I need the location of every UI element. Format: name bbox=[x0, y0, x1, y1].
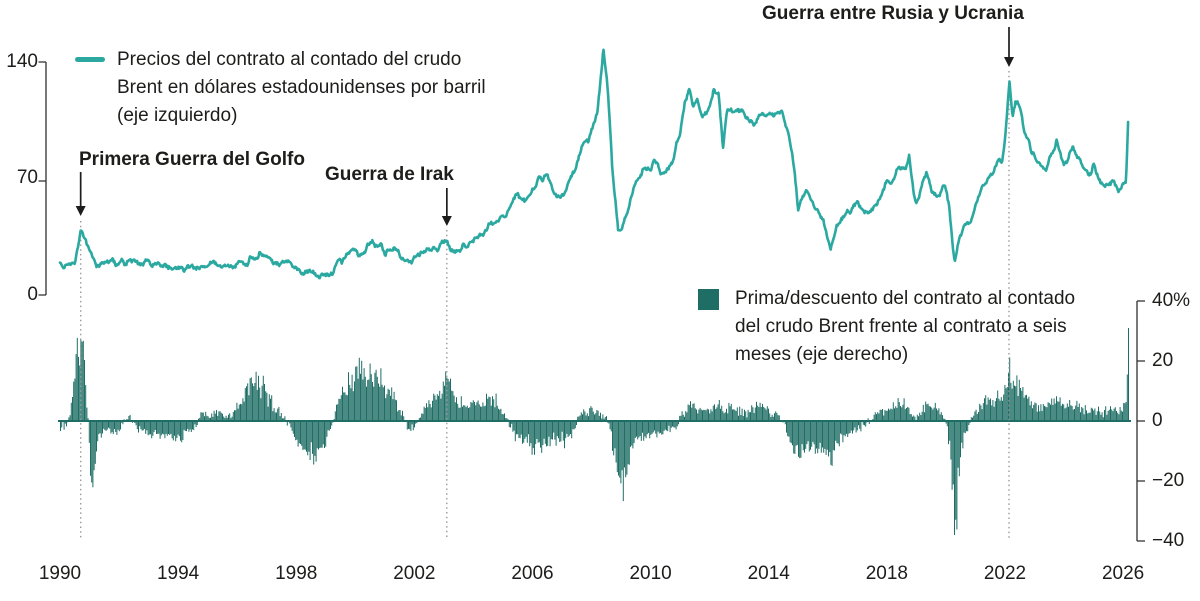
x-axis-tick-label: 2010 bbox=[629, 563, 672, 584]
legend-price-line2: Brent en dólares estadounidenses por bar… bbox=[117, 77, 486, 98]
x-axis-tick-label: 2018 bbox=[865, 563, 908, 584]
right-axis bbox=[1136, 300, 1145, 542]
price-line-swatch-icon bbox=[75, 57, 105, 62]
x-axis-tick-label: 2006 bbox=[511, 563, 554, 584]
annotation-arrow-head bbox=[441, 216, 452, 226]
x-axis-tick-label: 2026 bbox=[1101, 563, 1145, 584]
legend-price-line3: (eje izquierdo) bbox=[117, 105, 238, 126]
legend-premium: Prima/descuento del contrato al contado … bbox=[698, 285, 1075, 369]
x-axis-tick-label: 2022 bbox=[983, 563, 1027, 584]
left-axis-tick-label: 70 bbox=[16, 167, 38, 189]
right-axis-tick-label: −40 bbox=[1152, 530, 1185, 551]
right-axis-tick-label: 0 bbox=[1152, 410, 1163, 431]
annotation-arrow-head bbox=[1004, 57, 1014, 67]
x-axis-tick-label: 1990 bbox=[38, 563, 82, 584]
annotation-gulf-war: Primera Guerra del Golfo bbox=[79, 149, 305, 170]
legend-premium-line2: del crudo Brent frente al contrato a sei… bbox=[735, 316, 1067, 337]
left-axis-tick-label: 140 bbox=[6, 50, 38, 72]
x-axis-tick-label: 2002 bbox=[393, 563, 436, 584]
annotation-russia-ukraine-war: Guerra entre Rusia y Ucrania bbox=[762, 3, 1024, 24]
x-axis-tick-label: 1994 bbox=[156, 563, 200, 584]
price-line-series bbox=[58, 48, 1130, 280]
annotation-iraq-war: Guerra de Irak bbox=[325, 164, 454, 185]
right-axis-tick-label: 20 bbox=[1152, 350, 1174, 371]
legend-price-line1: Precios del contrato al contado del crud… bbox=[117, 49, 462, 70]
zero-baseline bbox=[58, 420, 1131, 422]
right-axis-tick-label: 40% bbox=[1152, 290, 1191, 311]
right-axis-tick-label: −20 bbox=[1152, 470, 1185, 491]
legend-price: Precios del contrato al contado del crud… bbox=[75, 46, 486, 130]
legend-premium-line1: Prima/descuento del contrato al contado bbox=[735, 288, 1076, 309]
premium-bar-swatch-icon bbox=[698, 289, 719, 310]
left-axis-tick-label: 0 bbox=[27, 284, 38, 305]
annotation-arrow-head bbox=[75, 206, 86, 216]
legend-premium-line3: meses (eje derecho) bbox=[735, 344, 909, 365]
x-axis-tick-label: 1998 bbox=[275, 563, 318, 584]
left-axis bbox=[38, 61, 47, 296]
x-axis-tick-label: 2014 bbox=[747, 563, 790, 584]
